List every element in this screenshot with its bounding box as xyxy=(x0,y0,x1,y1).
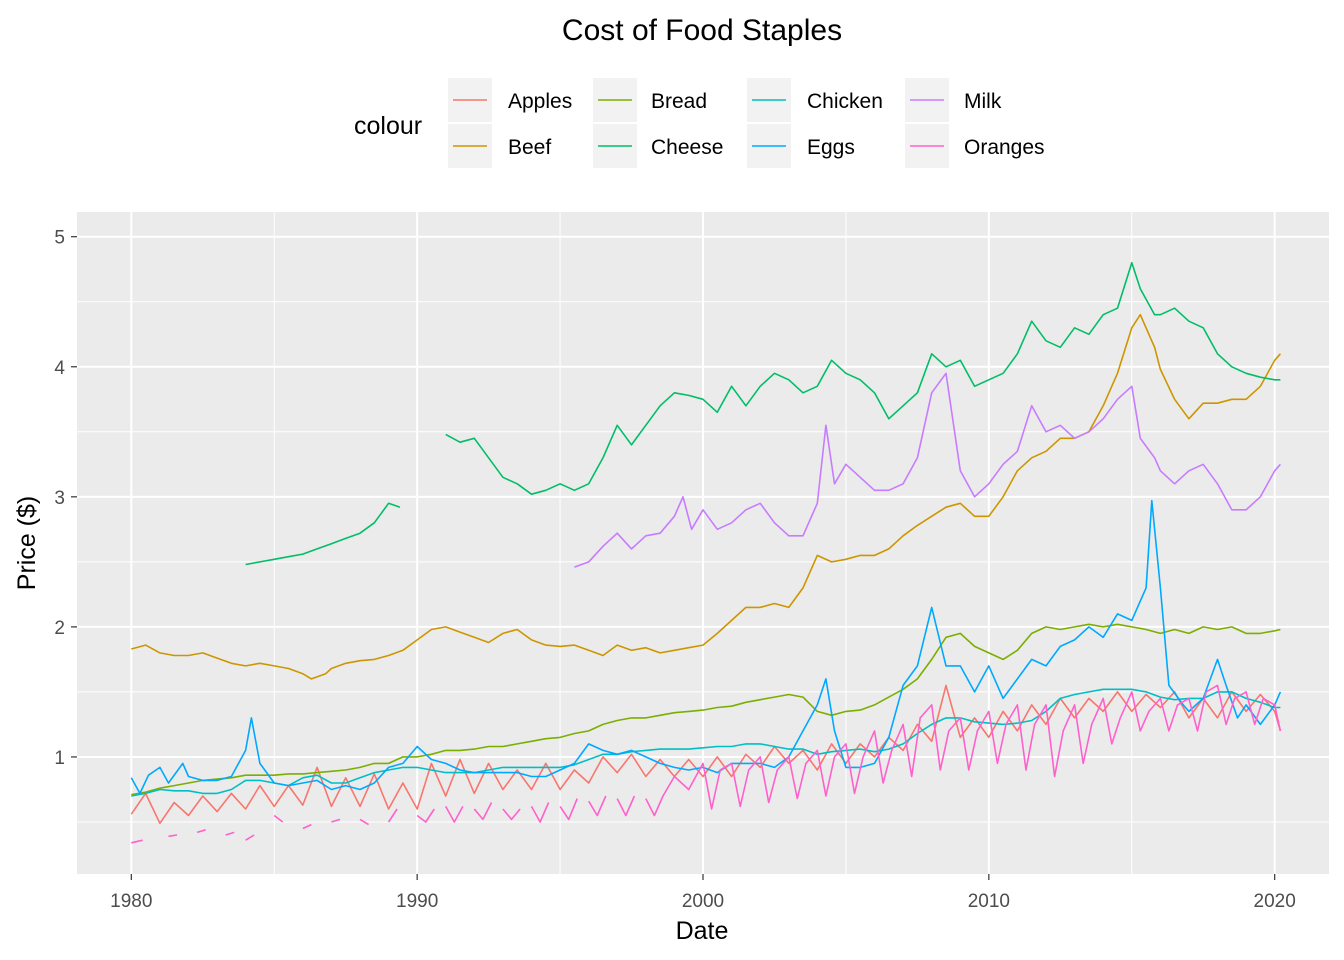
x-tick-label: 2020 xyxy=(1254,891,1296,912)
legend-item-eggs: Eggs xyxy=(747,124,855,168)
x-tick-label: 2000 xyxy=(682,891,724,912)
legend-item-cheese: Cheese xyxy=(593,124,723,168)
y-tick-label: 2 xyxy=(54,618,65,639)
legend-label: Cheese xyxy=(651,136,723,159)
legend-label: Milk xyxy=(964,90,1002,113)
series-line-milk xyxy=(574,372,1282,568)
legend-title: colour xyxy=(354,112,422,140)
y-tick-label: 4 xyxy=(54,358,65,379)
series-lines xyxy=(130,261,1282,844)
legend-label: Chicken xyxy=(807,90,883,113)
legend: colour Apples Beef Bread Cheese Chicken Eggs M… xyxy=(354,78,1045,168)
legend-label: Bread xyxy=(651,90,707,113)
legend-item-apples: Apples xyxy=(448,78,572,122)
legend-item-oranges: Oranges xyxy=(905,124,1045,168)
y-axis-title: Price ($) xyxy=(13,496,41,590)
legend-label: Eggs xyxy=(807,136,855,159)
legend-item-bread: Bread xyxy=(593,78,707,122)
series-line-eggs xyxy=(130,499,1282,795)
series-line-oranges xyxy=(131,684,1282,844)
legend-item-chicken: Chicken xyxy=(747,78,883,122)
y-tick-label: 5 xyxy=(54,228,65,249)
legend-item-beef: Beef xyxy=(448,124,551,168)
x-axis: 1980 1990 2000 2010 2020 xyxy=(110,874,1296,912)
x-axis-title: Date xyxy=(676,917,729,945)
x-tick-label: 1990 xyxy=(396,891,438,912)
legend-label: Oranges xyxy=(964,136,1045,159)
series-line-chicken xyxy=(131,688,1281,797)
y-tick-label: 3 xyxy=(54,488,65,509)
legend-item-milk: Milk xyxy=(905,78,1002,122)
series-line-apples xyxy=(130,684,1282,825)
series-line-cheese xyxy=(245,261,1281,566)
series-line-bread xyxy=(131,623,1281,796)
chart-title: Cost of Food Staples xyxy=(562,14,842,47)
legend-label: Apples xyxy=(508,90,572,113)
x-tick-label: 2010 xyxy=(968,891,1010,912)
x-tick-label: 1980 xyxy=(110,891,152,912)
legend-label: Beef xyxy=(508,136,551,159)
series-line-beef xyxy=(131,313,1282,680)
y-axis: 1 2 3 4 5 xyxy=(54,228,77,769)
y-tick-label: 1 xyxy=(54,748,65,769)
